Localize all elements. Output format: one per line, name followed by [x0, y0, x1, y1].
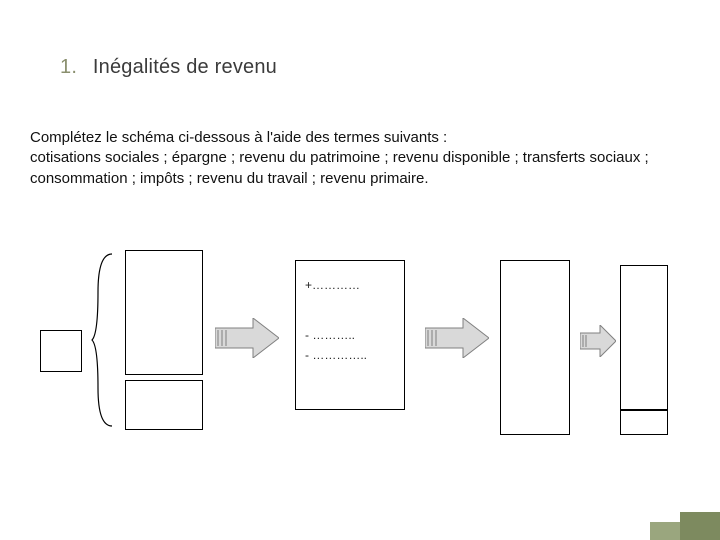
arrow-icon — [215, 318, 279, 358]
heading-number: 1. — [60, 56, 77, 78]
diagram-op-minus-1: - ……….. — [305, 328, 355, 342]
instructions-line-1: Complétez le schéma ci-dessous à l'aide … — [30, 128, 690, 148]
slide: 1. Inégalités de revenu Complétez le sch… — [0, 0, 720, 540]
diagram-box-pair-top — [125, 250, 203, 375]
arrow-icon — [580, 325, 616, 357]
diagram-box-right-2-bottom — [620, 410, 668, 435]
arrow-icon — [425, 318, 489, 358]
accent-bar-dark — [680, 512, 720, 540]
diagram-op-plus: +………… — [305, 278, 360, 292]
heading-title: Inégalités de revenu — [93, 56, 277, 78]
instructions: Complétez le schéma ci-dessous à l'aide … — [30, 128, 690, 189]
diagram-box-right-2-top — [620, 265, 668, 410]
corner-accent — [650, 512, 720, 540]
diagram-op-minus-2: - ………….. — [305, 348, 367, 362]
heading: 1. Inégalités de revenu — [60, 56, 277, 79]
diagram-box-pair-bottom — [125, 380, 203, 430]
diagram-box-right-1 — [500, 260, 570, 435]
brace-icon — [90, 252, 118, 428]
diagram: +………… - ……….. - ………….. — [30, 240, 690, 480]
diagram-box-left — [40, 330, 82, 372]
instructions-line-2: cotisations sociales ; épargne ; revenu … — [30, 148, 690, 189]
